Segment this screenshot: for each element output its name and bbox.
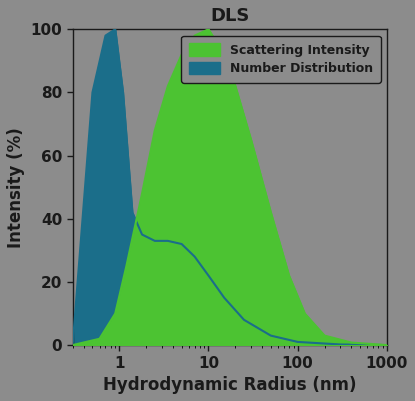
Y-axis label: Intensity (%): Intensity (%): [7, 127, 25, 247]
Legend: Scattering Intensity, Number Distribution: Scattering Intensity, Number Distributio…: [181, 36, 381, 83]
Title: DLS: DLS: [210, 7, 249, 25]
X-axis label: Hydrodynamic Radius (nm): Hydrodynamic Radius (nm): [103, 376, 356, 394]
